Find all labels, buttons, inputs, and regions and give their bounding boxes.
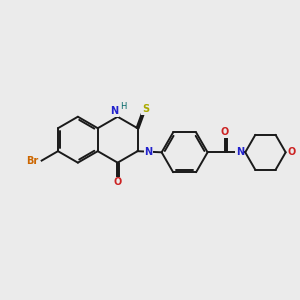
Text: S: S [142,104,149,114]
Text: N: N [110,106,118,116]
Text: O: O [221,127,229,137]
Text: N: N [144,147,152,157]
Text: O: O [287,147,296,157]
Text: H: H [121,102,127,111]
Text: Br: Br [26,156,39,166]
Text: O: O [113,177,122,187]
Text: N: N [236,147,244,157]
